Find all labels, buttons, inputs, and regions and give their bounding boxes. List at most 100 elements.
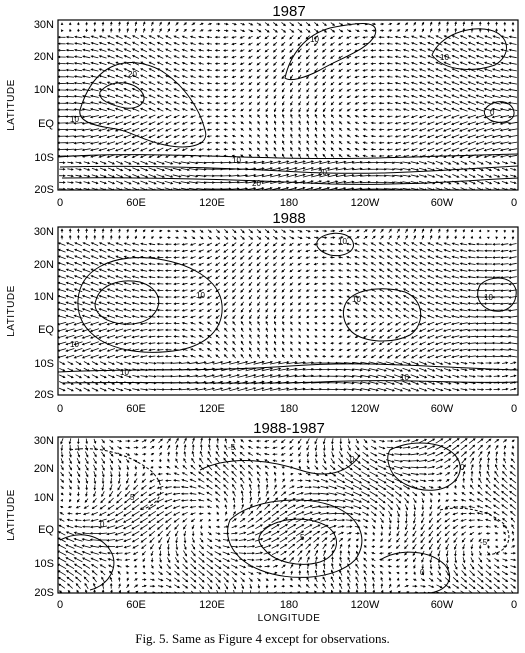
wind-arrow xyxy=(173,289,180,292)
wind-arrow xyxy=(131,249,140,253)
wind-arrow xyxy=(68,485,72,490)
wind-arrow xyxy=(290,140,293,145)
wind-arrow xyxy=(306,341,310,345)
wind-arrow xyxy=(454,27,457,33)
wind-arrow xyxy=(330,134,335,138)
wind-arrow xyxy=(411,439,419,443)
wind-arrow xyxy=(396,571,400,575)
wind-arrow xyxy=(493,387,501,391)
wind-arrow xyxy=(396,235,400,240)
wind-arrow xyxy=(322,22,327,27)
wind-arrow xyxy=(148,127,156,132)
wind-arrow xyxy=(89,328,100,333)
wind-arrow xyxy=(418,452,428,456)
wind-arrow xyxy=(468,180,476,185)
wind-arrow xyxy=(156,41,164,46)
wind-arrow xyxy=(411,275,418,280)
wind-arrow xyxy=(508,256,517,260)
wind-arrow xyxy=(190,128,196,132)
wind-arrow xyxy=(273,584,277,588)
wind-arrow xyxy=(123,308,132,312)
wind-arrow xyxy=(148,348,156,352)
wind-arrow xyxy=(427,55,435,59)
wind-arrow xyxy=(322,94,326,99)
wind-arrow xyxy=(256,471,261,477)
wind-arrow xyxy=(257,340,261,346)
wind-arrow xyxy=(205,181,215,184)
wind-arrow xyxy=(330,114,335,119)
wind-arrow xyxy=(311,173,323,178)
wind-arrow xyxy=(167,458,170,463)
wind-arrow xyxy=(150,557,154,563)
wind-arrow xyxy=(419,88,426,92)
wind-arrow xyxy=(215,315,220,319)
wind-arrow xyxy=(65,288,75,293)
wind-arrow xyxy=(207,29,213,32)
wind-arrow xyxy=(370,354,376,359)
wind-arrow xyxy=(237,360,249,365)
wind-arrow xyxy=(385,181,396,184)
wind-arrow xyxy=(396,524,400,531)
wind-arrow xyxy=(346,289,351,292)
wind-arrow xyxy=(370,49,377,52)
wind-arrow xyxy=(116,180,124,185)
wind-arrow xyxy=(297,236,303,240)
wind-arrow xyxy=(378,262,385,266)
wind-arrow xyxy=(189,75,196,78)
wind-arrow xyxy=(109,490,114,498)
wind-arrow xyxy=(322,562,326,570)
wind-arrow xyxy=(257,320,261,326)
wind-arrow xyxy=(475,355,485,358)
wind-arrow xyxy=(224,497,228,503)
wind-arrow xyxy=(438,228,441,233)
wind-arrow xyxy=(281,35,286,40)
wind-arrow xyxy=(281,48,286,53)
wind-arrow xyxy=(379,545,384,548)
wind-arrow xyxy=(106,88,115,92)
wind-arrow xyxy=(346,458,353,464)
wind-arrow xyxy=(115,268,123,273)
wind-arrow xyxy=(257,101,261,106)
wind-arrow xyxy=(337,518,346,522)
wind-arrow xyxy=(298,87,302,93)
wind-arrow xyxy=(188,387,199,391)
wind-arrow xyxy=(467,288,476,292)
wind-arrow xyxy=(74,242,82,246)
wind-arrow xyxy=(402,341,410,346)
wind-arrow xyxy=(491,107,501,112)
wind-arrow xyxy=(492,249,501,253)
wind-arrow xyxy=(298,113,301,119)
wind-arrow xyxy=(388,531,392,537)
wind-arrow xyxy=(248,55,253,59)
wind-arrow xyxy=(377,381,387,385)
wind-arrow xyxy=(106,518,116,523)
wind-arrow xyxy=(380,524,384,530)
wind-arrow xyxy=(468,388,476,391)
wind-arrow xyxy=(345,471,354,477)
wind-arrow xyxy=(126,583,130,589)
wind-arrow xyxy=(344,505,354,509)
wind-arrow xyxy=(353,498,362,503)
wind-arrow xyxy=(328,485,338,490)
wind-arrow xyxy=(404,530,409,537)
wind-arrow xyxy=(418,128,427,132)
wind-arrow xyxy=(468,525,475,529)
wind-arrow xyxy=(483,154,493,158)
wind-arrow xyxy=(131,524,140,530)
wind-arrow xyxy=(410,134,418,138)
wind-arrow xyxy=(116,174,124,178)
wind-arrow xyxy=(475,348,485,352)
wind-arrow xyxy=(148,249,156,252)
wind-arrow xyxy=(419,75,426,79)
wind-arrow xyxy=(396,577,400,581)
wind-arrow xyxy=(77,28,80,32)
wind-arrow xyxy=(196,168,207,171)
wind-arrow xyxy=(230,538,239,542)
wind-arrow xyxy=(344,375,355,378)
wind-arrow xyxy=(247,42,253,46)
wind-arrow xyxy=(386,141,393,145)
wind-arrow xyxy=(139,329,148,332)
wind-arrow xyxy=(248,477,253,484)
wind-arrow xyxy=(164,486,172,489)
wind-arrow xyxy=(298,126,301,132)
